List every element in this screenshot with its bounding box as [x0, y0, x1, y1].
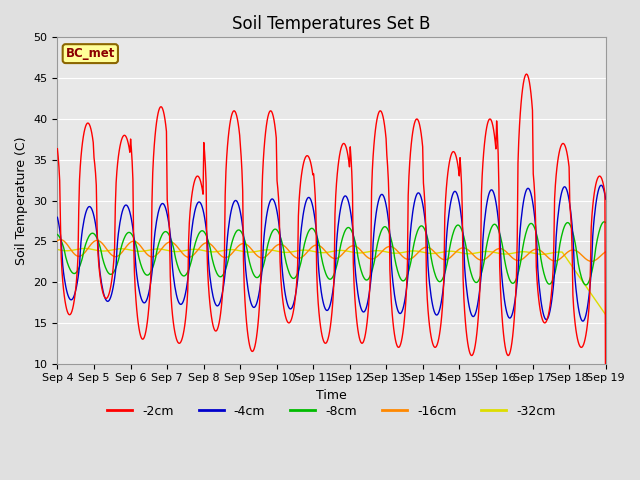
Legend: -2cm, -4cm, -8cm, -16cm, -32cm: -2cm, -4cm, -8cm, -16cm, -32cm: [102, 400, 561, 423]
X-axis label: Time: Time: [316, 389, 347, 402]
Text: BC_met: BC_met: [66, 47, 115, 60]
Title: Soil Temperatures Set B: Soil Temperatures Set B: [232, 15, 431, 33]
Y-axis label: Soil Temperature (C): Soil Temperature (C): [15, 136, 28, 265]
